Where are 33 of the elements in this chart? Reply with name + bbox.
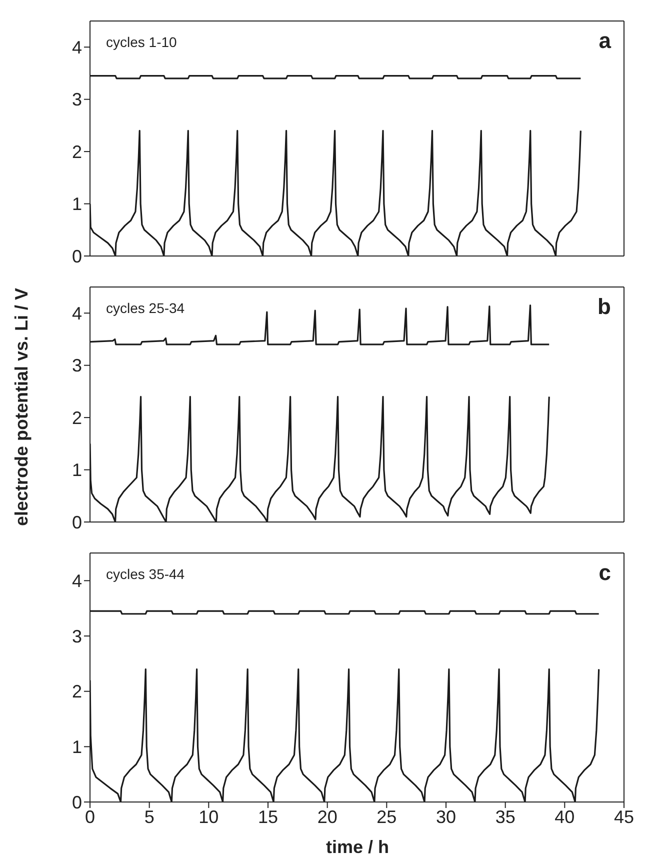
y-tick-label: 1 bbox=[72, 737, 82, 758]
annotation: cycles 1-10 bbox=[106, 34, 177, 50]
y-tick-label: 2 bbox=[72, 408, 82, 428]
x-tick-label: 10 bbox=[198, 806, 219, 827]
annotation: a bbox=[598, 28, 611, 54]
y-tick-label: 3 bbox=[72, 356, 82, 376]
y-tick-label: 4 bbox=[72, 304, 82, 324]
x-tick-label: 45 bbox=[614, 806, 634, 827]
y-tick-label: 4 bbox=[72, 38, 82, 58]
x-tick-label: 30 bbox=[436, 806, 456, 827]
x-tick-label: 20 bbox=[317, 806, 338, 827]
x-tick-label: 25 bbox=[376, 806, 397, 827]
x-tick-label: 5 bbox=[144, 806, 154, 827]
x-axis-title: time / h bbox=[326, 837, 390, 858]
y-tick-label: 0 bbox=[72, 246, 82, 266]
y-tick-label: 0 bbox=[72, 512, 82, 532]
y-tick-label: 1 bbox=[72, 194, 82, 214]
x-tick-label: 0 bbox=[84, 806, 96, 827]
y-tick-label: 3 bbox=[72, 90, 82, 110]
y-tick-label: 4 bbox=[72, 571, 82, 592]
x-tick-label: 40 bbox=[554, 806, 575, 827]
y-axis-title: electrode potential vs. Li / V bbox=[12, 288, 32, 526]
y-tick-label: 2 bbox=[72, 142, 82, 162]
y-tick-label: 1 bbox=[72, 460, 82, 480]
y-tick-label: 0 bbox=[72, 792, 82, 812]
annotation: cycles 35-44 bbox=[106, 566, 185, 582]
x-tick-label: 15 bbox=[258, 806, 278, 827]
y-tick-label: 3 bbox=[72, 626, 82, 646]
y-tick-label: 2 bbox=[72, 682, 82, 702]
annotation: cycles 25-34 bbox=[106, 300, 185, 316]
annotation: c bbox=[598, 560, 611, 586]
annotation: b bbox=[598, 294, 611, 320]
x-tick-label: 35 bbox=[495, 806, 516, 827]
